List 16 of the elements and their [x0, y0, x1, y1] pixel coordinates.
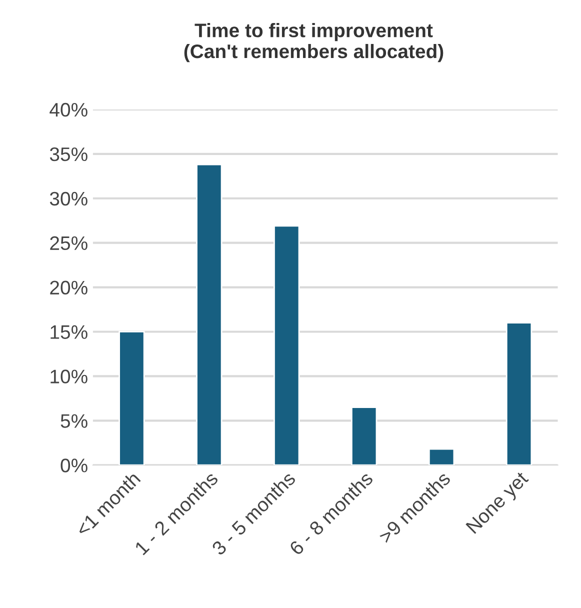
- y-tick-label: 15%: [50, 325, 88, 339]
- bar: [506, 322, 532, 466]
- y-tick-label: 40%: [50, 102, 88, 117]
- bar: [428, 448, 455, 466]
- y-tick-label: 25%: [50, 236, 88, 250]
- bar: [274, 225, 300, 466]
- chart-title: Time to first improvement (Can't remembers allocated): [184, 23, 444, 62]
- y-tick-label: 35%: [50, 147, 88, 162]
- bar: [196, 164, 222, 466]
- y-tick-label: 5%: [60, 414, 88, 428]
- bar: [351, 406, 378, 466]
- y-tick-label: 0%: [60, 458, 88, 472]
- y-tick-label: 10%: [50, 370, 88, 384]
- y-tick-label: 30%: [50, 192, 88, 206]
- bar: [118, 331, 145, 466]
- y-tick-label: 20%: [50, 280, 88, 295]
